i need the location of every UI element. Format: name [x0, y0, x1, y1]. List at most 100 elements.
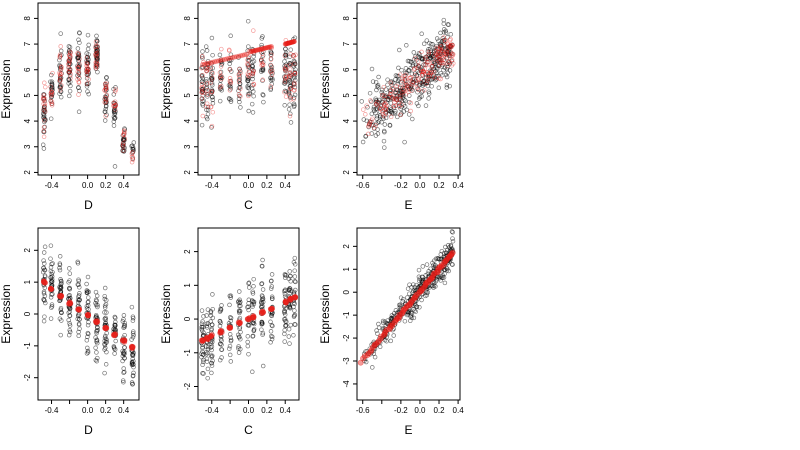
data-point — [450, 236, 455, 241]
data-point — [380, 111, 386, 117]
data-point — [111, 103, 116, 109]
data-point — [58, 94, 64, 100]
data-point — [439, 48, 445, 54]
y-axis-title: Expression — [0, 284, 13, 343]
data-point — [75, 69, 80, 74]
data-point — [120, 358, 125, 364]
data-point — [363, 112, 368, 117]
data-point — [408, 318, 413, 324]
data-point — [120, 132, 126, 137]
data-point — [85, 345, 90, 351]
data-point — [287, 73, 292, 79]
data-point — [373, 79, 379, 85]
y-tick-label: 8 — [183, 16, 192, 21]
x-tick-label: -0.2 — [394, 181, 408, 190]
data-point — [433, 75, 438, 81]
data-point — [245, 74, 250, 80]
data-point — [121, 366, 126, 371]
data-point — [367, 119, 373, 124]
data-point — [85, 46, 91, 52]
data-point — [42, 298, 47, 303]
data-point — [50, 91, 55, 96]
data-point — [389, 95, 395, 100]
data-point — [210, 65, 215, 71]
data-point — [283, 323, 288, 328]
data-point — [431, 262, 436, 268]
data-point — [76, 79, 82, 84]
data-point — [227, 343, 233, 349]
data-point — [291, 95, 297, 100]
data-point — [418, 67, 423, 72]
fit-marker — [250, 48, 256, 54]
data-point — [48, 84, 53, 89]
data-point — [121, 140, 126, 146]
data-point — [382, 145, 387, 150]
data-point — [291, 96, 296, 102]
data-point — [246, 54, 252, 59]
data-point — [103, 320, 108, 325]
data-point — [260, 67, 266, 72]
data-point — [426, 76, 431, 81]
data-point — [67, 328, 72, 333]
data-point — [245, 73, 251, 78]
data-point — [245, 91, 251, 97]
data-point — [449, 51, 455, 56]
y-axis-title: Expression — [0, 59, 13, 118]
x-tick-label: 0.0 — [82, 406, 94, 415]
fit-marker — [283, 41, 289, 47]
data-point — [67, 59, 73, 64]
data-point — [398, 97, 403, 103]
data-point — [67, 49, 73, 55]
data-point — [391, 333, 396, 338]
data-point — [130, 155, 136, 160]
data-point — [208, 64, 214, 70]
data-point — [270, 323, 275, 329]
data-point — [260, 51, 265, 56]
points-layer — [40, 30, 137, 169]
data-point — [102, 100, 107, 105]
plot-frame — [356, 2, 461, 176]
data-point — [112, 351, 117, 356]
data-point — [446, 48, 451, 54]
data-point — [282, 89, 287, 95]
data-point — [219, 73, 224, 79]
y-tick-label: 8 — [23, 16, 32, 21]
data-point — [67, 323, 73, 328]
y-tick-label: -1 — [23, 342, 32, 350]
data-point — [122, 136, 127, 141]
data-point — [250, 73, 255, 79]
y-tick-label: 1 — [183, 283, 192, 288]
fit-marker — [244, 51, 250, 57]
data-point — [130, 353, 136, 358]
data-point — [251, 81, 256, 87]
data-point — [388, 114, 394, 120]
data-point — [104, 81, 109, 87]
data-point — [122, 129, 127, 134]
data-point — [246, 55, 251, 61]
data-point — [236, 88, 241, 93]
data-point — [219, 83, 224, 89]
data-point — [282, 317, 287, 322]
data-point — [199, 79, 205, 85]
data-point — [447, 61, 453, 67]
data-point — [293, 287, 298, 293]
data-point — [129, 143, 134, 149]
data-point — [245, 343, 251, 349]
data-point — [401, 73, 407, 79]
data-point — [75, 65, 80, 70]
data-point — [228, 293, 234, 299]
data-point — [238, 70, 243, 76]
y-tick-label: 3 — [342, 144, 351, 149]
data-point — [448, 49, 453, 54]
data-point — [414, 304, 420, 310]
data-point — [399, 102, 404, 108]
data-point — [438, 252, 444, 257]
data-point — [446, 44, 452, 49]
data-point — [429, 64, 435, 69]
data-point — [406, 89, 411, 94]
data-point — [430, 64, 435, 69]
x-tick-label: -0.2 — [394, 406, 408, 415]
data-point — [292, 72, 298, 78]
data-point — [416, 77, 421, 83]
data-point — [129, 154, 135, 159]
